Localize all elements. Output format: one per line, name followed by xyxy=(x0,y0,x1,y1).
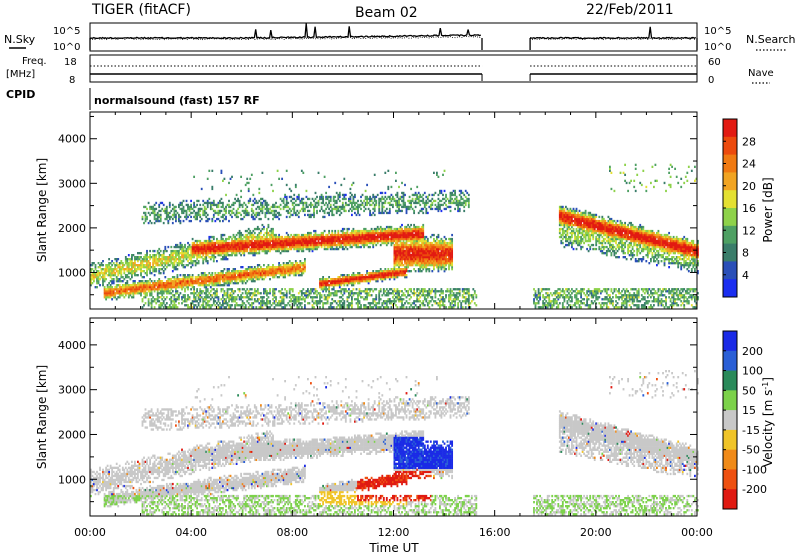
power-y-axis: 1000 2000 3000 4000 xyxy=(58,115,697,296)
radar-title: TIGER (fitACF) xyxy=(91,2,191,18)
colorbar-tick: 16 xyxy=(742,202,756,215)
y-tick-label: 1000 xyxy=(58,266,86,279)
colorbar-tick: 15 xyxy=(742,404,756,417)
colorbar-tick: 100 xyxy=(742,365,763,378)
x-tick-label: 16:00 xyxy=(479,526,511,539)
colorbar-tick: 12 xyxy=(742,224,756,237)
x-axis-label: Time UT xyxy=(368,541,419,554)
velocity-panel: 1000 2000 3000 4000 Slant Range [km] 200 100… xyxy=(35,317,775,517)
x-tick-label: 00:00 xyxy=(681,526,713,539)
noise-tick-bottom-left: 10^0 xyxy=(53,42,80,53)
beam-title: Beam 02 xyxy=(355,5,418,21)
noise-tick-bottom-right: 10^0 xyxy=(704,42,731,53)
colorbar-tick: -50 xyxy=(742,444,760,457)
power-ylabel: Slant Range [km] xyxy=(35,158,49,262)
colorbar-tick: 50 xyxy=(742,384,756,397)
velocity-x-ticks xyxy=(89,318,698,516)
date-title: 22/Feb/2011 xyxy=(586,2,674,18)
nave-tick-bottom: 0 xyxy=(708,75,714,86)
y-tick-label: 3000 xyxy=(58,384,86,397)
cpid-label: CPID xyxy=(6,88,35,101)
nave-tick-top: 60 xyxy=(708,57,721,68)
cpid-program: normalsound (fast) 157 RF xyxy=(94,94,260,107)
velocity-colorbar-label: Velocity [m s-1] xyxy=(761,377,775,467)
x-tick-label: 12:00 xyxy=(378,526,410,539)
x-tick-label: 20:00 xyxy=(580,526,612,539)
colorbar-tick: -200 xyxy=(742,483,767,496)
freq-panel: Freq. [MHz] 18 8 60 0 Nave xyxy=(6,54,774,86)
y-tick-label: 3000 xyxy=(58,177,86,190)
colorbar-tick: 20 xyxy=(742,180,756,193)
y-tick-label: 1000 xyxy=(58,473,86,486)
colorbar-tick: 8 xyxy=(742,247,749,260)
x-tick-label: 08:00 xyxy=(276,526,308,539)
colorbar-tick: 200 xyxy=(742,345,763,358)
y-tick-label: 2000 xyxy=(58,222,86,235)
velocity-colorbar: 200 100 50 15 -15 -50 -100 -200 xyxy=(722,330,767,510)
x-tick-label: 00:00 xyxy=(74,526,106,539)
velocity-ylabel: Slant Range [km] xyxy=(35,365,49,469)
velocity-y-axis: 1000 2000 3000 4000 xyxy=(58,321,697,503)
x-tick-label: 04:00 xyxy=(175,526,207,539)
y-tick-label: 2000 xyxy=(58,428,86,441)
x-axis-tick-labels: 00:00 04:00 08:00 12:00 16:00 20:00 00:00 xyxy=(74,526,713,539)
velocity-heatmap xyxy=(90,370,699,516)
freq-traces xyxy=(89,65,698,81)
power-colorbar-label: Power [dB] xyxy=(761,177,775,242)
colorbar-tick: 24 xyxy=(742,158,756,171)
freq-tick-top: 18 xyxy=(64,57,77,68)
colorbar-tick: -15 xyxy=(742,424,760,437)
noise-tick-top-left: 10^5 xyxy=(53,26,80,37)
power-colorbar: 4 8 12 16 20 24 28 xyxy=(722,118,756,298)
colorbar-tick: 4 xyxy=(742,269,749,282)
noise-sky-label: N.Sky xyxy=(4,33,36,46)
noise-traces xyxy=(89,23,698,50)
colorbar-tick: 28 xyxy=(742,135,756,148)
noise-tick-top-right: 10^5 xyxy=(704,26,731,37)
y-tick-label: 4000 xyxy=(58,133,86,146)
freq-tick-bottom: 8 xyxy=(69,75,75,86)
noise-panel: N.Sky 10^5 10^0 10^5 10^0 N.Search xyxy=(4,22,796,53)
freq-label-2: [MHz] xyxy=(6,69,35,80)
colorbar-tick: -100 xyxy=(742,463,767,476)
nave-label: Nave xyxy=(748,68,774,79)
noise-search-label: N.Search xyxy=(746,33,796,46)
freq-label-1: Freq. xyxy=(22,56,47,67)
power-panel: 1000 2000 3000 4000 Slant Range [km] 4 8 12 16… xyxy=(35,111,775,310)
power-heatmap xyxy=(90,163,699,309)
y-tick-label: 4000 xyxy=(58,339,86,352)
power-x-ticks xyxy=(89,112,698,309)
